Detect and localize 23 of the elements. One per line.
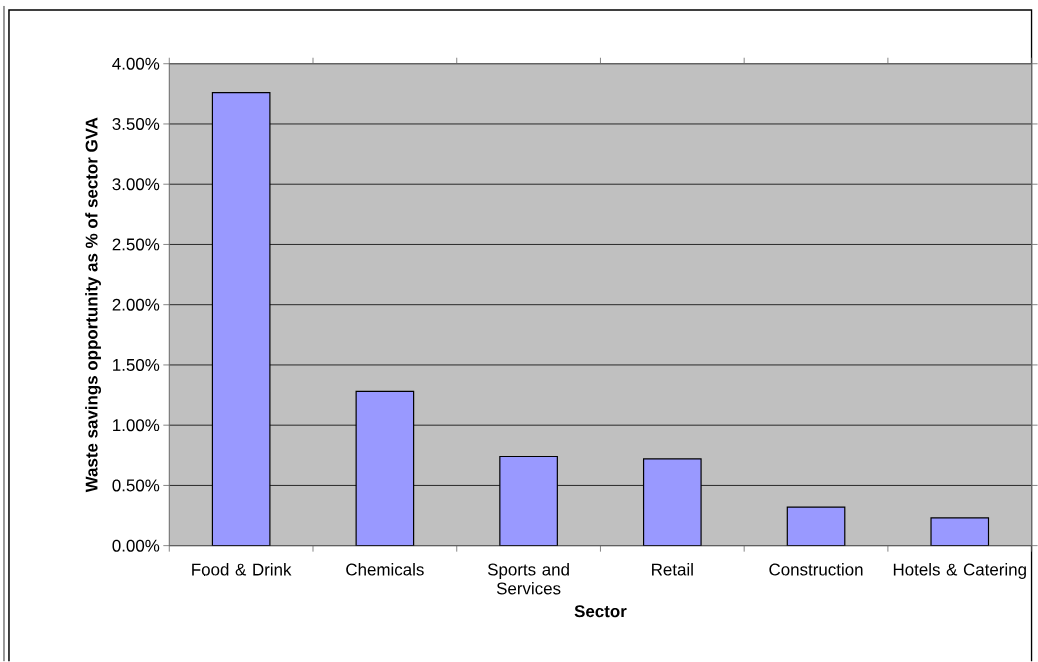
- x-tick-label: Construction: [769, 563, 863, 576]
- bar: [211, 92, 271, 546]
- x-tick-label: Food & Drink: [192, 563, 292, 576]
- bar: [642, 458, 702, 546]
- bar: [786, 506, 846, 546]
- y-tick-label: 1.00%: [113, 419, 160, 432]
- y-tick-label: 0.50%: [112, 479, 160, 492]
- bar: [499, 455, 558, 546]
- y-tick-label: 4.00%: [112, 57, 160, 70]
- x-tick-label: Retail: [652, 563, 693, 576]
- bar: [355, 390, 415, 546]
- bar: [930, 517, 990, 546]
- y-tick-label: 1.50%: [113, 358, 160, 371]
- x-tick-label: Hotels & Catering: [893, 563, 1026, 579]
- x-axis-title: Sector: [574, 605, 627, 618]
- x-tick-label: Chemicals: [346, 563, 424, 576]
- y-axis-title: Waste savings opportunity as % of sector GVA: [85, 117, 102, 493]
- y-tick-label: 2.00%: [112, 298, 160, 311]
- y-tick-label: 0.00%: [112, 539, 160, 552]
- x-tick-label: Sports and Services: [487, 563, 569, 595]
- y-tick-label: 3.50%: [112, 118, 160, 130]
- y-tick-label: 2.50%: [112, 238, 160, 251]
- y-tick-label: 3.00%: [112, 178, 160, 191]
